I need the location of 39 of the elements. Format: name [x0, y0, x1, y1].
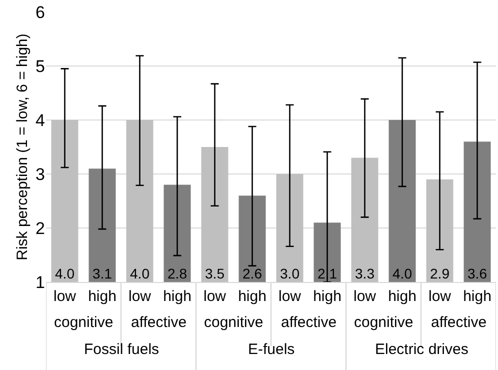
x-tick-label: low: [128, 288, 152, 306]
y-tick-label: 3: [36, 164, 45, 184]
text: affective: [281, 314, 337, 331]
y-tick-label: 1: [36, 272, 45, 292]
x-tick-label: low: [353, 288, 376, 306]
x-tick-label: low: [203, 288, 226, 306]
data-label: 2.6: [242, 266, 262, 282]
text: cognitive: [54, 314, 114, 331]
data-label: 3.5: [205, 266, 225, 282]
x-tick-label: high: [88, 288, 116, 306]
text: Electric drives: [375, 341, 468, 358]
x-tick-label: low: [278, 288, 302, 306]
y-tick-label: 4: [36, 110, 45, 130]
x-tick-label: high: [463, 288, 492, 306]
text: cognitive: [354, 314, 414, 331]
x-tick-label: high: [238, 288, 266, 306]
data-label: 3.3: [355, 266, 375, 282]
data-label: 4.0: [392, 266, 412, 282]
y-tick-label: 6: [36, 2, 45, 22]
text: cognitive: [204, 314, 264, 331]
y-axis-title: Risk perception (1 = low, 6 = high): [14, 34, 31, 260]
text: affective: [431, 314, 487, 331]
x-tick-label: high: [163, 288, 192, 306]
x-tick-label: low: [428, 288, 452, 306]
x-tick-label: high: [313, 288, 342, 306]
text: Fossil fuels: [84, 341, 160, 358]
data-label: 2.9: [430, 266, 450, 282]
y-tick-label: 2: [36, 218, 45, 238]
text: affective: [131, 314, 187, 331]
data-label: 2.8: [168, 266, 188, 282]
data-label: 3.6: [468, 266, 488, 282]
data-label: 3.0: [280, 266, 300, 282]
data-label: 4.0: [55, 266, 75, 282]
text: E-fuels: [248, 341, 295, 358]
x-tick-label: low: [53, 288, 76, 306]
data-label: 3.1: [92, 266, 112, 282]
data-label: 4.0: [130, 266, 150, 282]
y-tick-label: 5: [36, 56, 45, 76]
x-tick-label: high: [388, 288, 416, 306]
